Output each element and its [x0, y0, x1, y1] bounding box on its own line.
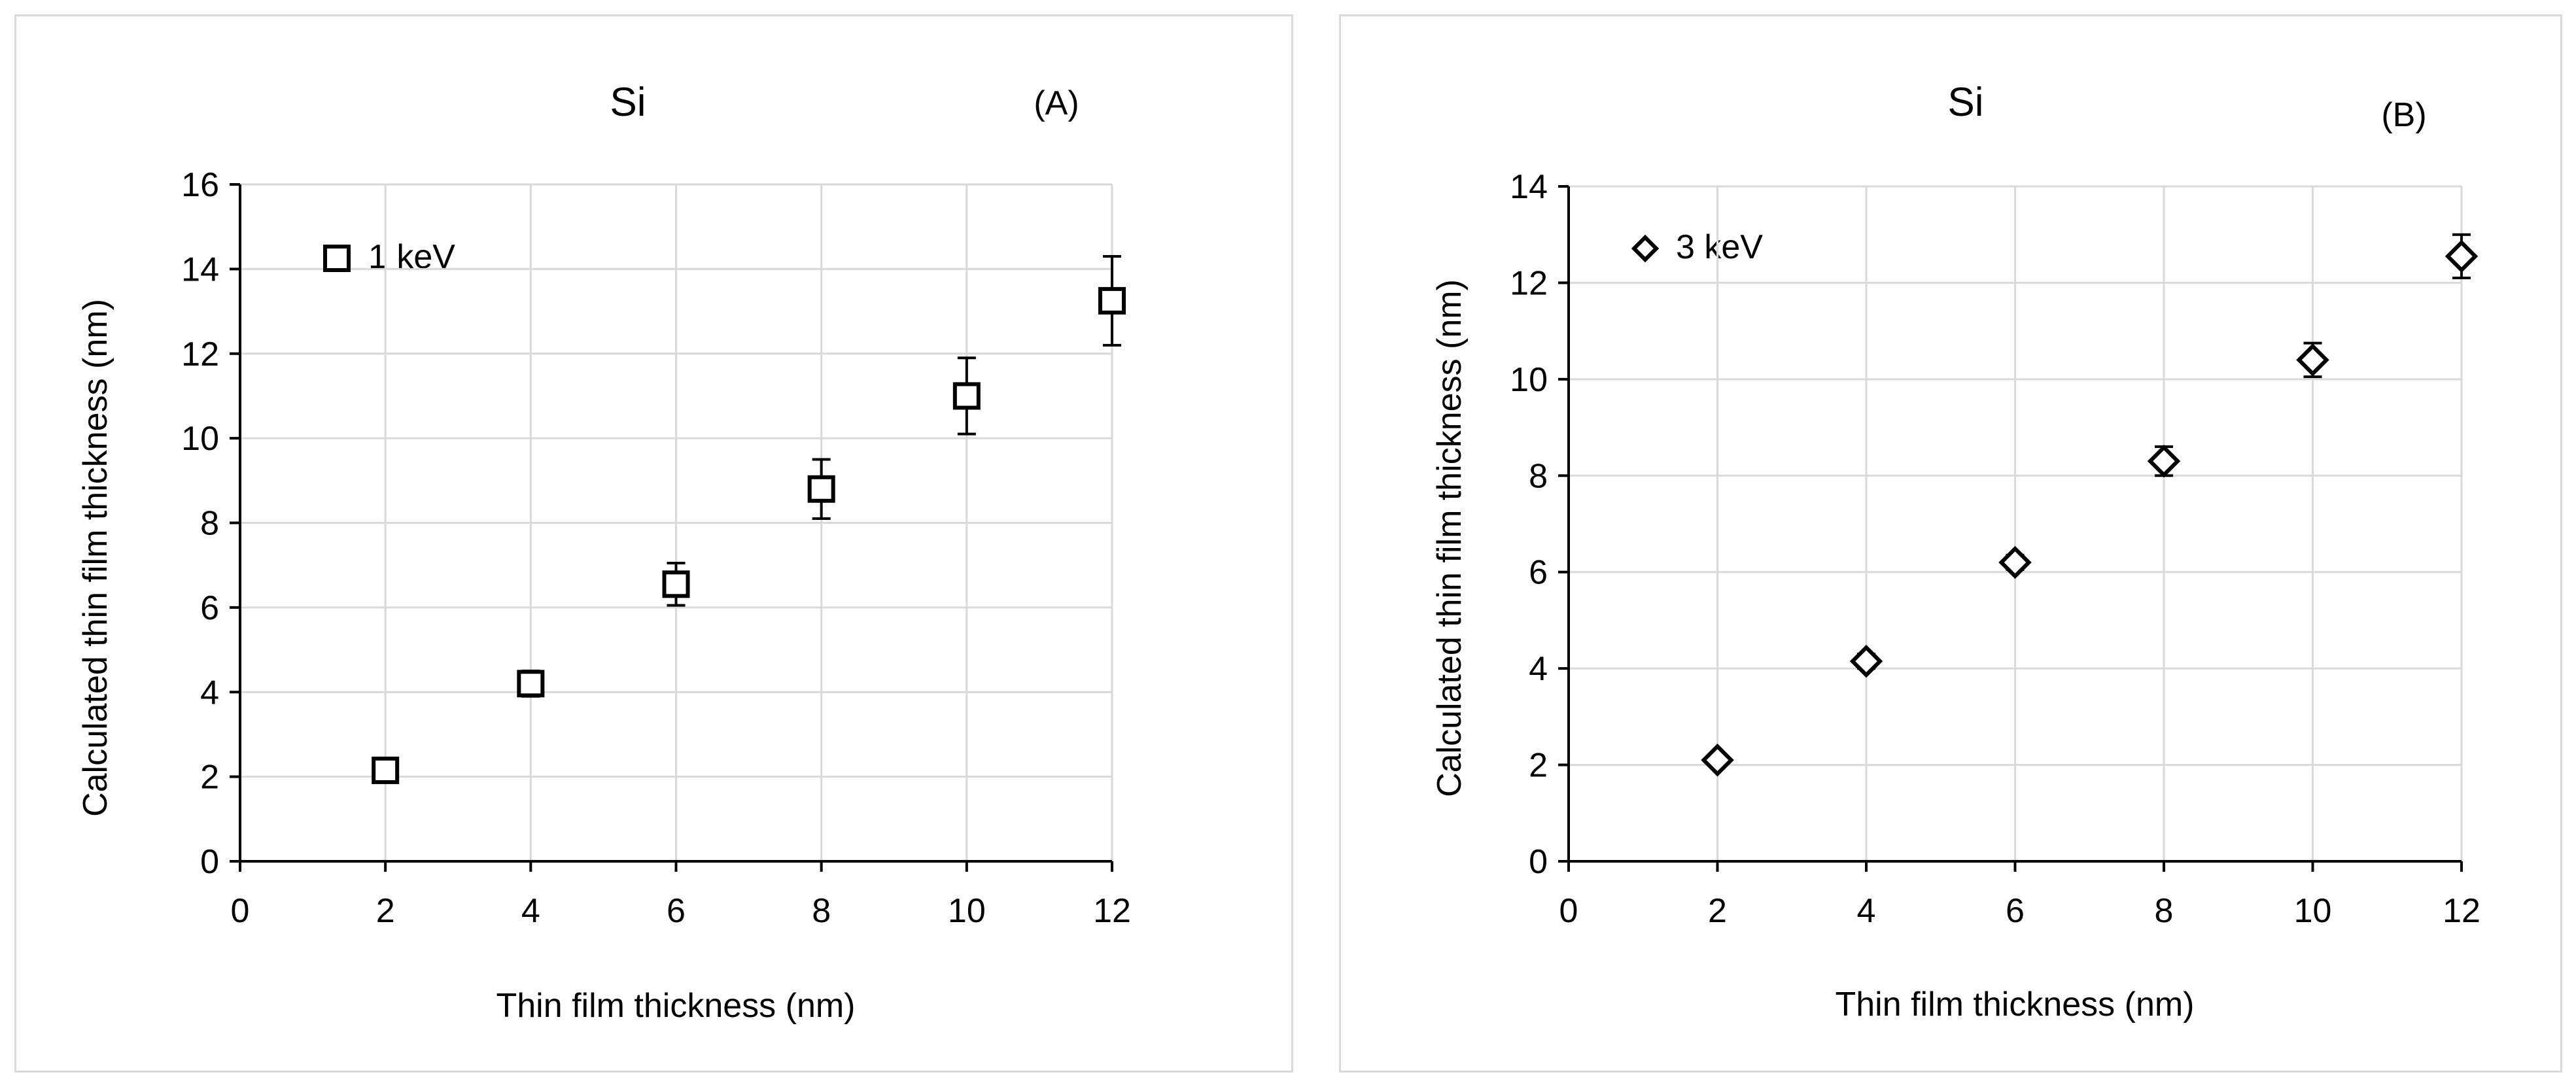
chart-b-ytick-label: 6: [1529, 554, 1548, 592]
chart-b-data-point: [2147, 444, 2181, 478]
chart-b-data-point: [2296, 343, 2329, 377]
chart-a-title: Si: [610, 80, 646, 125]
chart-b-xtick-label: 2: [1708, 892, 1727, 930]
chart-a-data-point: [372, 756, 400, 784]
chart-b-xtick-label: 12: [2443, 892, 2480, 930]
chart-b-xtick-label: 0: [1559, 892, 1578, 930]
chart-b-ytick-label: 4: [1529, 650, 1548, 688]
chart-a-ytick-label: 2: [200, 759, 219, 797]
chart-a-legend-label: 1 keV: [368, 238, 455, 276]
chart-a-xtick-label: 4: [521, 892, 540, 930]
chart-b-panel-label: (B): [2381, 96, 2426, 134]
chart-b-ytick-label: 10: [1510, 361, 1548, 399]
chart-a-ytick-label: 14: [181, 250, 219, 288]
chart-a-ytick-label: 6: [200, 589, 219, 627]
chart-b-legend-marker: [1631, 234, 1660, 263]
chart-a-xtick-label: 0: [231, 892, 250, 930]
chart-a-xtick-label: 12: [1093, 892, 1131, 930]
chart-b-xtick-label: 8: [2155, 892, 2174, 930]
chart-b-data-point: [2445, 239, 2479, 273]
chart-b-data-point: [1998, 545, 2032, 579]
chart-b-xlabel: Thin film thickness (nm): [1836, 986, 2195, 1023]
chart-b-ytick-label: 12: [1510, 264, 1548, 302]
chart-b-legend-label: 3 keV: [1676, 228, 1763, 266]
chart-a-legend-marker: [323, 245, 351, 272]
chart-a-xtick-label: 10: [948, 892, 986, 930]
chart-b-data-point: [1701, 743, 1734, 777]
chart-b-xtick-label: 4: [1857, 892, 1876, 930]
chart-a-xtick-label: 2: [376, 892, 395, 930]
chart-a-ytick-label: 12: [181, 335, 219, 373]
chart-a-svg: Si (A) Thin film thickness (nm) Calculat…: [77, 80, 1131, 1025]
chart-b-xtick-label: 6: [2006, 892, 2025, 930]
chart-a-ytick-label: 10: [181, 420, 219, 458]
chart-b-ytick-label: 14: [1510, 168, 1548, 206]
chart-a-panel-label: (A): [1034, 84, 1079, 122]
chart-panel-b: Si (B) Thin film thickness (nm) Calculat…: [1339, 14, 2562, 1073]
chart-a-data-point: [662, 570, 690, 598]
chart-a-xtick-label: 6: [667, 892, 686, 930]
chart-a-ylabel: Calculated thin film thickness (nm): [77, 299, 114, 817]
chart-a-data-point: [807, 475, 835, 503]
chart-a-ytick-label: 4: [200, 674, 219, 712]
chart-a-ytick-label: 16: [181, 166, 219, 204]
chart-panel-a: Si (A) Thin film thickness (nm) Calculat…: [14, 14, 1293, 1073]
chart-a-data-point: [952, 382, 981, 410]
chart-a-data-point: [517, 670, 545, 698]
chart-b-xtick-label: 10: [2294, 892, 2332, 930]
chart-b-ytick-label: 8: [1529, 457, 1548, 495]
chart-b-title: Si: [1947, 80, 1983, 125]
chart-a-ytick-label: 0: [200, 843, 219, 881]
chart-a-ytick-label: 8: [200, 505, 219, 543]
chart-b-ylabel: Calculated thin film thickness (nm): [1431, 279, 1469, 797]
chart-b-ytick-label: 2: [1529, 747, 1548, 785]
chart-a-xlabel: Thin film thickness (nm): [496, 987, 856, 1025]
chart-b-ytick-label: 0: [1529, 843, 1548, 881]
chart-a-data-point: [1098, 286, 1126, 315]
chart-a-xtick-label: 8: [812, 892, 831, 930]
chart-b-svg: Si (B) Thin film thickness (nm) Calculat…: [1431, 80, 2480, 1023]
chart-b-data-point: [1849, 644, 1883, 678]
